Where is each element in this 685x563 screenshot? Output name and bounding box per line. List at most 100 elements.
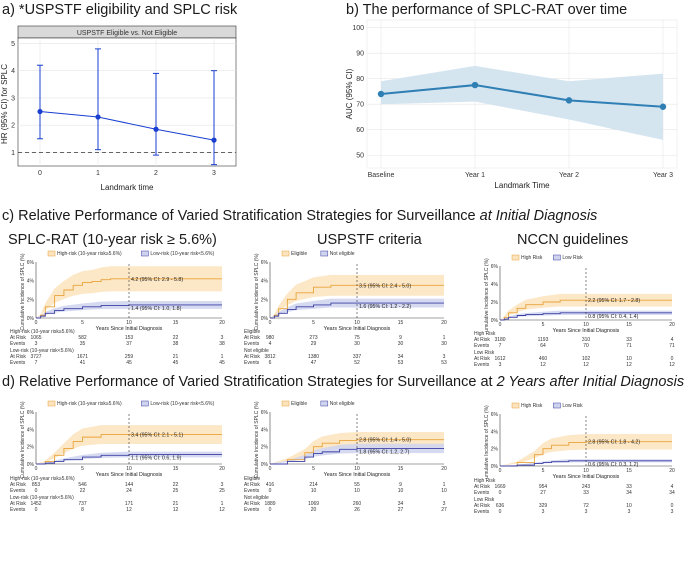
panel-d-1-group2-events: 8 [81,507,84,513]
panel-c-1-x-tick-label: 0 [35,320,38,326]
panel-c-3-group2-events: 12 [583,362,589,368]
panel-c-2-legend-label-low: Not eligible [330,251,355,257]
panel-d-1-group1-events: 0 [35,488,38,494]
panel-d-3-x-label: Years Since Initial Diagnosis [553,474,620,480]
panel-d-3-group2-events: 3 [542,509,545,515]
panel-a-y-tick-label: 3 [11,95,15,102]
panel-d-2-group2-at-risk: 260 [353,501,362,507]
panel-c-1-at-risk-label: At Risk [10,354,26,360]
panel-c-1-group2-events: 45 [219,360,225,366]
panel-c-1-group1-events: 3 [35,341,38,347]
panel-d-1-group2-at-risk: 737 [78,501,87,507]
panel-d-3-group1-events: 27 [540,490,546,496]
panel-c-2-group2-label: Not eligible [244,348,269,354]
panel-b-x-ticks: Baseline Year 1 Year 2 Year 3 [368,172,674,179]
panel-c-3-group2-at-risk: 1612 [494,356,505,362]
panel-c-3-group1-at-risk: 4 [671,337,674,343]
panel-c-2-group1-at-risk: 1 [443,335,446,341]
panel-b-y-label: AUC (95% CI) [345,68,354,119]
panel-c-3-events-label: Events [474,362,490,368]
panel-a-line [39,111,215,141]
panel-d-1-high-line [36,434,222,465]
panel-c-3-x-tick-label: 15 [626,322,632,328]
panel-d-2-group1-at-risk: 55 [354,482,360,488]
panel-c-1-annotation-low: 1.4 (95% CI: 1.0, 1.8) [131,306,182,312]
panel-d-2-x-tick-label: 0 [269,466,272,472]
panel-c-3-group1-label: High Risk [474,331,496,337]
panel-c-2-events-label: Events [244,360,260,366]
panel-d-2-low-line [270,447,444,465]
panel-d-1-at-risk-label: At Risk [10,482,26,488]
panel-d-3-group2-at-risk: 636 [496,503,505,509]
panel-d-3-group1-at-risk: 243 [582,484,591,490]
panel-c-2-group1-at-risk: 273 [309,335,318,341]
panel-b-point [471,81,479,89]
panel-c-2-high-line [270,284,444,319]
panel-d-1-y-tick-label: 0% [27,462,35,468]
panel-c-1-group2-label: Low-risk (10-year risk<5.6%) [10,348,74,354]
panel-d-3-at-risk-label: At Risk [474,503,490,509]
panel-a-y-label: HR (95% CI) for SPLC [0,64,9,144]
panel-a-point [37,108,43,115]
panel-c-2-group2-events: 47 [311,360,317,366]
panel-b-y-tick-label: 90 [356,51,364,58]
panel-d-1-group2-events: 0 [35,507,38,513]
panel-c-2-group1-label: Eligible [244,329,260,335]
panel-c-1-group1-at-risk: 3 [221,335,224,341]
panel-c-1-events-label: Events [10,341,26,347]
panel-b-marks [377,65,667,140]
panel-a-title: a) *USPSTF eligibility and SPLC risk [2,2,238,18]
panel-c-2-legend-label-high: Eligible [291,251,307,257]
panel-d-2-annotation-high: 2.8 (95% CI: 1.4 - 5.0) [359,438,411,444]
panel-d-2-y-tick-label: 4% [261,427,269,433]
panel-c-1-group2-at-risk: 1 [221,354,224,360]
panel-d-2-group2-at-risk: 3 [443,501,446,507]
panel-d-2-group2-events: 27 [441,507,447,513]
panel-d-2-group1-events: 10 [398,488,404,494]
panel-d-2-at-risk-label: At Risk [244,501,260,507]
panel-c-1-events-label: Events [10,360,26,366]
panel-c-1-y-tick-label: 2% [27,297,35,303]
panel-c-2-group1-events: 30 [398,341,404,347]
panel-c-1-group1-events: 37 [126,341,132,347]
panel-c-1-group2-at-risk: 259 [125,354,134,360]
panel-d-3-low-line [500,460,672,467]
panel-d-3-y-tick-label: 0% [491,464,499,470]
panel-d-3-legend-label-low: Low Risk [562,403,583,409]
panel-b-y-tick-label: 80 [356,76,364,83]
panel-d-2-group1-events: 10 [441,488,447,494]
panel-c-2-group1-events: 30 [441,341,447,347]
panel-c-3-events-label: Events [474,343,490,349]
panel-d-2-legend-label-low: Not eligible [330,401,355,407]
panel-c-2-group2-at-risk: 337 [353,354,362,360]
panel-c-2-low-line [270,302,444,319]
panel-d-3-group2-events: 0 [499,509,502,515]
panel-c-3-y-tick-label: 2% [491,300,499,306]
panel-d-2-legend-key-low [320,400,329,407]
panel-d-3-group2-at-risk: 0 [671,503,674,509]
panel-c-1-group1-events: 38 [219,341,225,347]
panel-a-plot-area [17,37,237,167]
panel-d-3-y-tick-label: 4% [491,429,499,435]
panel-c-1-group1-at-risk: 22 [173,335,179,341]
panel-c-2-group2-events: 53 [398,360,404,366]
panel-c-3-legend-label-high: High Risk [521,255,543,261]
panel-d-3-annotation-low: 0.6 (95% CI: 0.3, 1.2) [588,462,639,468]
panel-d-1-group2-at-risk: 1452 [30,501,41,507]
panel-d-3-group1-events: 34 [669,490,675,496]
panel-b-title: b) The performance of SPLC-RAT over time [346,2,627,18]
panel-d-2-group1-events: 10 [354,488,360,494]
panel-c-2-y-tick-label: 6% [261,260,269,266]
panel-c-3-y-tick-label: 4% [491,282,499,288]
panel-d-1-at-risk-label: At Risk [10,501,26,507]
panel-a-y-tick-label: 1 [11,150,15,157]
panel-d-3-group1-at-risk: 1669 [494,484,505,490]
panel-c-heading-2: USPSTF criteria [317,232,423,248]
panel-d-1-low-line [36,454,222,465]
panel-a-y-tick-label: 5 [11,41,15,48]
panel-d-2-y-tick-label: 2% [261,445,269,451]
panel-c-1-group2-at-risk: 1671 [77,354,88,360]
panel-c-1-x-tick-label: 5 [81,320,84,326]
panel-c-2-events-label: Events [244,341,260,347]
panel-d-3-x-tick-label: 20 [669,468,675,474]
